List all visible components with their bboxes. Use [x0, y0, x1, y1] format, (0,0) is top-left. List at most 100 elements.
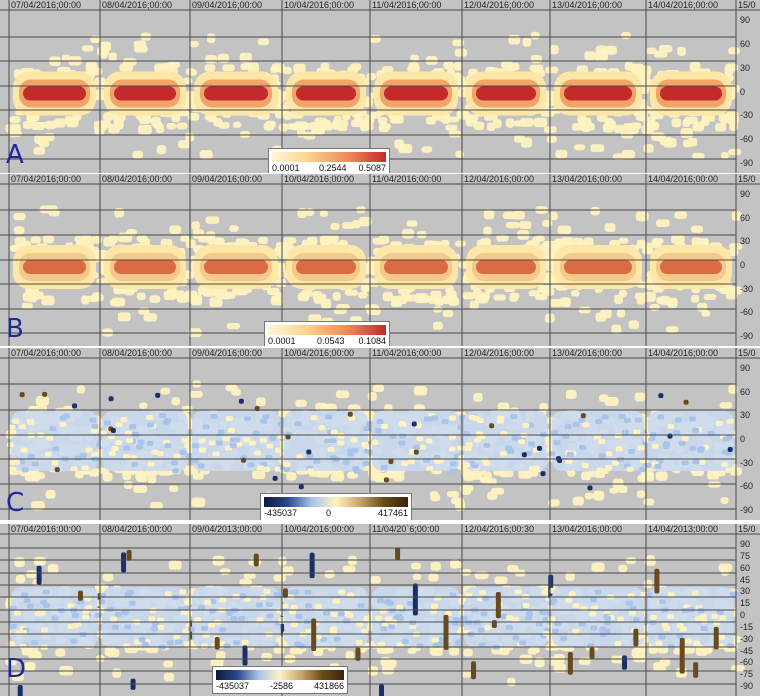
heat-cell: [229, 225, 239, 232]
anomaly-cell: [582, 422, 590, 428]
heat-cell: [394, 139, 405, 149]
anomaly-cell: [398, 421, 406, 427]
heat-cell: [21, 302, 33, 310]
heat-cell: [25, 662, 36, 670]
heat-cell: [639, 69, 651, 80]
anomaly-cell: [146, 414, 154, 420]
anomaly-extreme: [19, 392, 25, 398]
anomaly-cell: [674, 417, 682, 423]
anomaly-cell: [376, 597, 384, 603]
anomaly-cell: [185, 448, 193, 454]
anomaly-extreme: [379, 684, 385, 696]
heat-band-core: [296, 86, 356, 101]
heat-cell: [119, 63, 134, 72]
anomaly-cell: [252, 430, 260, 436]
colorbar-gradient: [264, 497, 408, 507]
anomaly-cell: [572, 602, 580, 608]
anomaly-cell: [200, 643, 208, 649]
heat-cell: [102, 573, 114, 582]
heat-cell: [565, 389, 577, 399]
anomaly-cell: [505, 624, 513, 630]
heat-cell: [494, 576, 508, 585]
heat-cell: [147, 475, 157, 484]
anomaly-cell: [625, 600, 633, 606]
heat-cell: [492, 119, 502, 129]
anomaly-cell: [386, 600, 394, 606]
heat-cell: [342, 565, 356, 573]
heat-cell: [34, 133, 48, 144]
anomaly-cell: [697, 446, 705, 452]
anomaly-cell: [107, 434, 115, 440]
anomaly-cell: [519, 640, 527, 646]
anomaly-extreme: [589, 647, 595, 659]
anomaly-cell: [259, 595, 267, 601]
anomaly-cell: [551, 430, 559, 436]
anomaly-cell: [564, 424, 572, 430]
anomaly-cell: [720, 461, 728, 467]
anomaly-cell: [305, 629, 313, 635]
heat-cell: [97, 46, 110, 56]
anomaly-cell: [26, 603, 34, 609]
anomaly-extreme: [72, 403, 78, 409]
anomaly-extreme: [667, 433, 673, 439]
heat-cell: [243, 572, 256, 579]
anomaly-cell: [627, 448, 635, 454]
heat-cell: [512, 211, 525, 220]
date-label: 13/04/2016;00:00: [552, 524, 623, 534]
anomaly-cell: [434, 595, 442, 601]
heat-cell: [724, 65, 734, 76]
heat-band-core: [296, 260, 356, 274]
anomaly-cell: [6, 442, 14, 448]
anomaly-extreme: [580, 413, 586, 419]
anomaly-cell: [426, 465, 434, 471]
anomaly-cell: [173, 453, 181, 459]
heat-cell: [382, 291, 393, 302]
heat-cell: [295, 399, 307, 407]
heat-cell: [545, 66, 559, 74]
anomaly-cell: [337, 440, 345, 446]
heat-cell: [680, 128, 693, 138]
colorbar-value: 0.0001: [268, 336, 296, 346]
heat-cell: [378, 123, 392, 130]
heat-cell: [474, 571, 489, 580]
heat-cell: [190, 296, 203, 306]
heat-cell: [384, 471, 396, 479]
anomaly-cell: [465, 442, 473, 448]
heat-cell: [636, 239, 646, 249]
anomaly-cell: [21, 592, 29, 598]
heat-cell: [112, 668, 122, 678]
anomaly-cell: [229, 442, 237, 448]
anomaly-cell: [126, 438, 134, 444]
heat-cell: [325, 237, 337, 245]
lat-tick-label: 30: [740, 586, 751, 597]
anomaly-cell: [510, 413, 518, 419]
heat-cell: [632, 654, 647, 663]
lat-tick-label: -90: [740, 681, 754, 691]
heat-cell: [621, 32, 632, 39]
lat-tick-label: 45: [740, 574, 751, 585]
anomaly-cell: [343, 611, 351, 617]
anomaly-cell: [131, 431, 139, 437]
anomaly-cell: [361, 628, 369, 634]
heat-cell: [542, 219, 553, 227]
heat-band-core: [114, 260, 176, 274]
heat-cell: [303, 132, 316, 140]
anomaly-cell: [676, 633, 684, 639]
heat-cell: [65, 119, 77, 126]
anomaly-cell: [542, 617, 550, 623]
heat-cell: [507, 677, 516, 687]
anomaly-cell: [525, 615, 533, 621]
heat-cell: [428, 297, 440, 304]
anomaly-extreme: [471, 661, 477, 680]
anomaly-cell: [500, 613, 508, 619]
colorbar-value: -435037: [216, 681, 250, 691]
heat-cell: [321, 298, 332, 309]
anomaly-cell: [667, 592, 675, 598]
heat-cell: [649, 303, 660, 311]
heat-cell: [261, 652, 273, 662]
anomaly-cell: [298, 643, 306, 649]
anomaly-extreme: [36, 565, 42, 585]
heat-cell: [598, 394, 609, 402]
anomaly-cell: [14, 610, 22, 616]
anomaly-cell: [409, 624, 417, 630]
